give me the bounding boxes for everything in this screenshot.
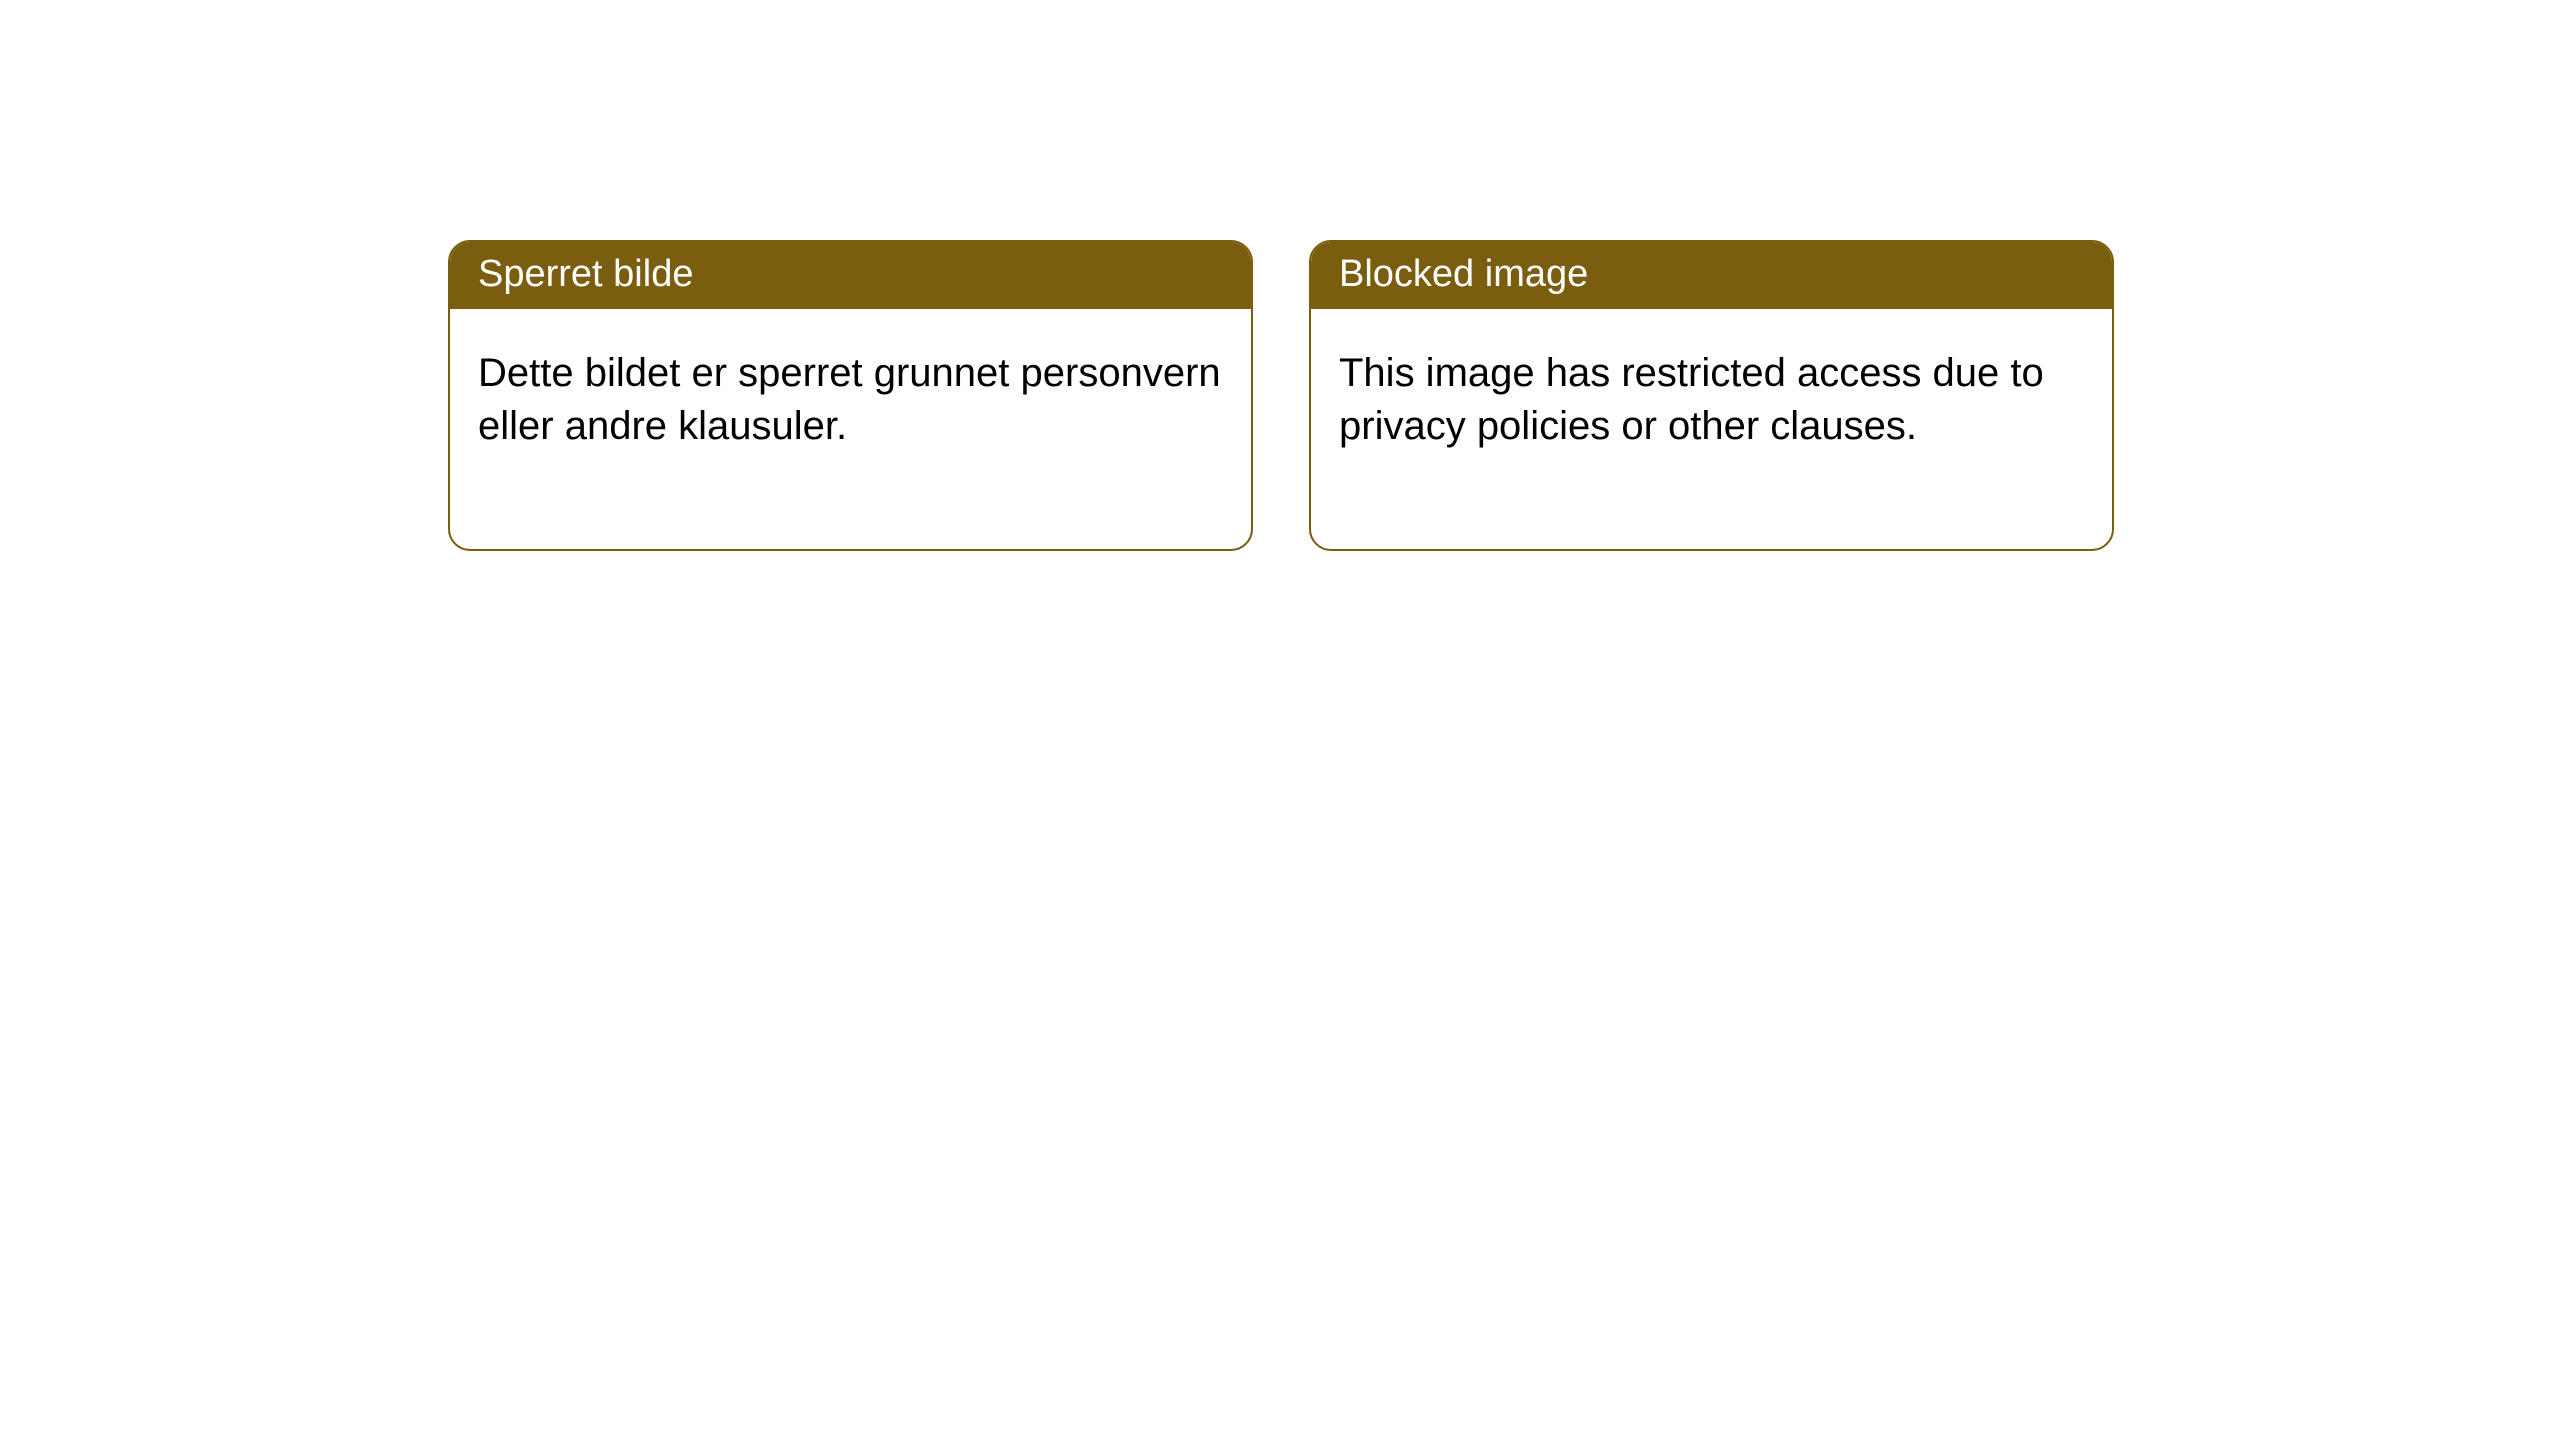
- notices-container: Sperret bilde Dette bildet er sperret gr…: [0, 0, 2560, 551]
- blocked-image-notice-no: Sperret bilde Dette bildet er sperret gr…: [448, 240, 1253, 551]
- notice-message-no: Dette bildet er sperret grunnet personve…: [450, 309, 1251, 549]
- notice-message-en: This image has restricted access due to …: [1311, 309, 2112, 497]
- notice-title-en: Blocked image: [1311, 242, 2112, 309]
- blocked-image-notice-en: Blocked image This image has restricted …: [1309, 240, 2114, 551]
- notice-title-no: Sperret bilde: [450, 242, 1251, 309]
